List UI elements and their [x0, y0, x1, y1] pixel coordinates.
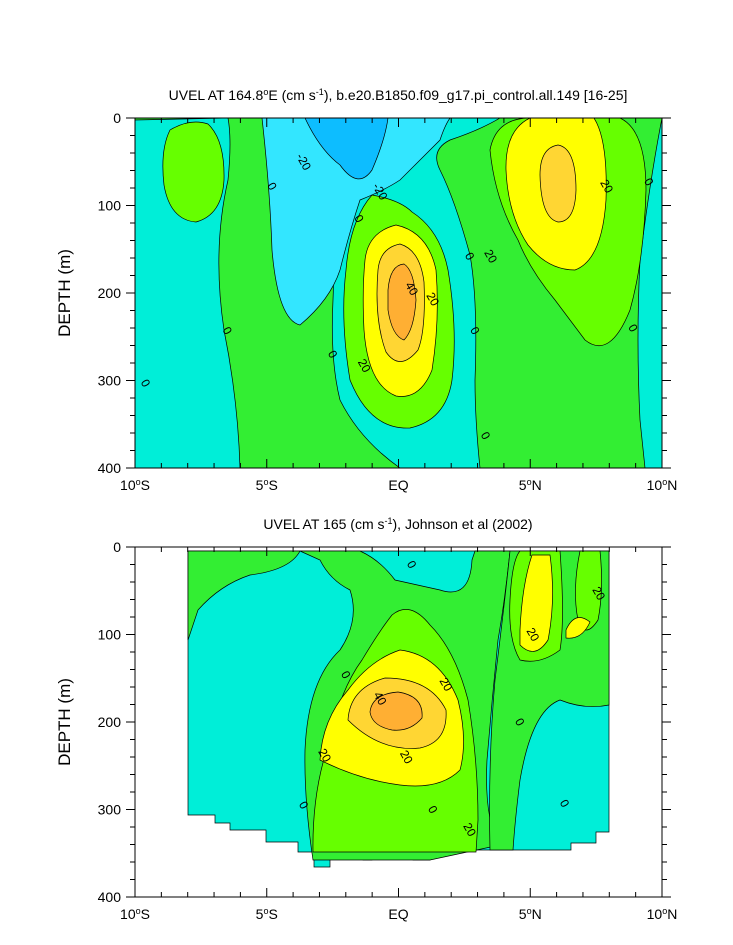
axes-obs: 10oS 5oS EQ 5oN 10oN 0 100 200 300 400: [98, 539, 678, 922]
contour-label: 20: [315, 746, 334, 765]
x-tick-label: 10oN: [647, 477, 678, 493]
fill-level-0-10: [187, 550, 301, 641]
x-tick-label: 10oN: [647, 906, 678, 922]
contour-label: 20: [437, 675, 456, 694]
panel-obs-title: UVEL AT 165 (cm s-1), Johnson et al (200…: [263, 516, 532, 532]
contour-label: 20: [355, 356, 374, 375]
y-tick-label: 200: [98, 285, 122, 301]
x-tick-label: 5oN: [519, 906, 542, 922]
contour-label: 20: [423, 290, 442, 309]
x-tick-label: 5oN: [519, 477, 542, 493]
panel-model: UVEL AT 164.8oE (cm s-1), b.e20.B1850.f0…: [55, 87, 677, 493]
fill-level-neg20-neg10: [261, 118, 451, 326]
contour-label: 20: [460, 820, 479, 839]
y-tick-label: 100: [98, 627, 122, 643]
contour-label: 40: [371, 689, 390, 708]
fill-level-neg10-0: [637, 118, 662, 468]
contour-label: 20: [523, 625, 542, 644]
y-tick-label: 300: [98, 373, 122, 389]
contour-label: 20: [481, 247, 500, 266]
panel-model-title: UVEL AT 164.8oE (cm s-1), b.e20.B1850.f0…: [169, 87, 628, 103]
y-axis-title-model: DEPTH (m): [55, 249, 74, 337]
y-tick-label: 400: [98, 460, 122, 476]
fill-level-10-20: [162, 121, 225, 223]
y-tick-label: 200: [98, 714, 122, 730]
fill-level-lt-neg20: [304, 118, 389, 180]
x-tick-label: EQ: [388, 906, 408, 922]
x-tick-label: 5oS: [256, 477, 278, 493]
contour-label: 20: [589, 584, 608, 603]
fill-level-40-50: [369, 691, 423, 731]
y-tick-label: 400: [98, 889, 122, 905]
x-tick-label: EQ: [388, 477, 408, 493]
axes-model: 10oS 5oS EQ 5oN 10oN 0 100 200 300 400: [98, 110, 678, 493]
contour-fill-model: [135, 118, 662, 468]
fill-level-40-50: [387, 263, 417, 341]
y-tick-label: 0: [113, 110, 121, 126]
contour-label: 20: [597, 177, 616, 196]
y-tick-label: 300: [98, 802, 122, 818]
y-axis-title-obs: DEPTH (m): [55, 678, 74, 766]
panel-observations: UVEL AT 165 (cm s-1), Johnson et al (200…: [55, 516, 677, 922]
contour-label: 40: [402, 279, 421, 298]
contour-fill-obs: [187, 550, 610, 868]
y-tick-label: 0: [113, 539, 121, 555]
fill-level-20-30: [519, 554, 553, 652]
fill-level-20-30: [565, 617, 591, 639]
x-tick-label: 10oS: [120, 477, 150, 493]
fill-level-30-40: [539, 144, 577, 223]
y-tick-label: 100: [98, 198, 122, 214]
x-tick-label: 10oS: [120, 906, 150, 922]
x-tick-label: 5oS: [256, 906, 278, 922]
fill-level-10-20: [575, 550, 602, 631]
contour-label: 20: [397, 748, 416, 767]
